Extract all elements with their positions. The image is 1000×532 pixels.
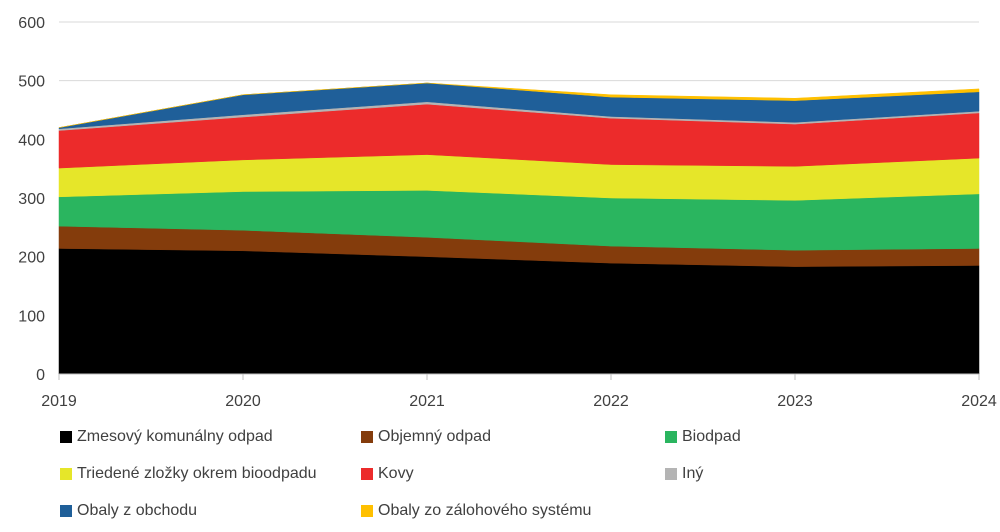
x-tick-label: 2019: [41, 393, 77, 410]
y-tick-labels: 0 100 200 300 400 500 600: [18, 15, 45, 384]
area-7: [58, 82, 980, 128]
area-0: [58, 248, 980, 375]
y-tick-label: 500: [18, 74, 45, 91]
y-tick-label: 300: [18, 191, 45, 208]
y-tick-label: 100: [18, 308, 45, 325]
x-tick-label: 2022: [593, 393, 629, 410]
y-tick-label: 0: [36, 367, 45, 384]
x-tick-label: 2021: [409, 393, 445, 410]
x-tick-label: 2024: [961, 393, 997, 410]
y-tick-label: 400: [18, 132, 45, 149]
x-tick-labels: 2019 2020 2021 2022 2023 2024: [41, 393, 997, 410]
axes: [58, 373, 980, 380]
x-tick-label: 2023: [777, 393, 813, 410]
area-series: [58, 82, 980, 375]
y-tick-label: 200: [18, 250, 45, 267]
y-tick-label: 600: [18, 15, 45, 32]
x-tick-label: 2020: [225, 393, 261, 410]
